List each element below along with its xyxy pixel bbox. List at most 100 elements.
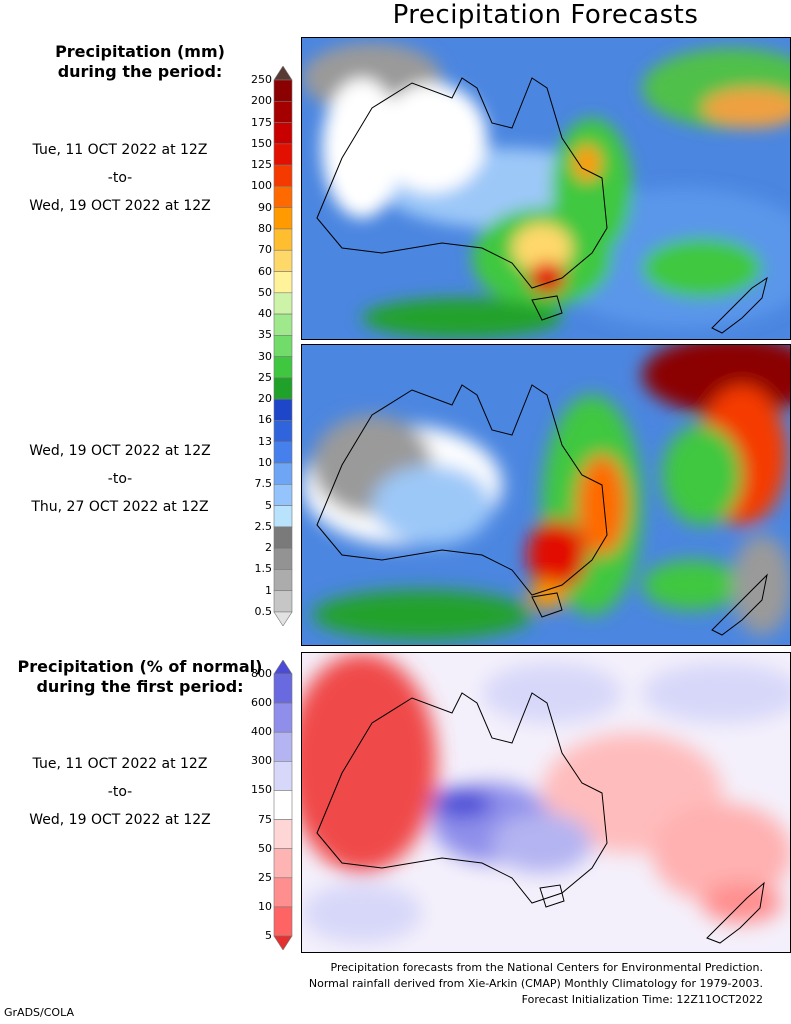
mm-colorbar-segment: [273, 313, 293, 336]
mm-colorbar-label: 16: [258, 413, 272, 427]
precip-map-week1: [302, 38, 790, 339]
pct-colorbar-bottom-arrow: [273, 935, 293, 951]
page-title: Precipitation Forecasts: [392, 0, 699, 30]
mm-colorbar-label: 100: [251, 179, 272, 193]
mm-colorbar-svg: [273, 65, 293, 627]
period3-end: Wed, 19 OCT 2022 at 12Z: [29, 812, 211, 828]
pct-colorbar-segment: [273, 673, 293, 704]
mm-colorbar-label: 200: [251, 94, 272, 108]
mm-colorbar-label: 7.5: [254, 477, 273, 491]
mm-colorbar-segment: [273, 377, 293, 400]
mm-colorbar-label: 5: [265, 498, 272, 512]
mm-colorbar-label: 1: [265, 583, 272, 597]
mm-colorbar-label: 80: [258, 221, 272, 235]
pct-colorbar-label: 50: [258, 841, 272, 855]
pct-colorbar-svg: [273, 659, 293, 951]
pct-colorbar-segment: [273, 819, 293, 849]
footer-grads: GrADS/COLA: [4, 1006, 74, 1019]
pct-colorbar-label: 400: [251, 725, 272, 739]
mm-colorbar-label: 10: [258, 456, 272, 470]
mm-colorbar-label: 175: [251, 115, 272, 129]
mm-colorbar-label: 13: [258, 434, 272, 448]
pct-colorbar-label: 25: [258, 870, 272, 884]
mm-colorbar-segment: [273, 292, 293, 315]
mm-colorbar-label: 1.5: [254, 562, 273, 576]
mm-colorbar-label: 30: [258, 349, 272, 363]
period1-end: Wed, 19 OCT 2022 at 12Z: [29, 198, 211, 214]
mm-colorbar-segment: [273, 271, 293, 294]
pct-colorbar-segment: [273, 731, 293, 762]
pct-colorbar-segment: [273, 906, 293, 937]
mm-panel-title-line1: Precipitation (mm): [55, 42, 225, 61]
period1-start: Tue, 11 OCT 2022 at 12Z: [32, 142, 208, 158]
credits: Precipitation forecasts from the Nationa…: [309, 960, 763, 1008]
mm-panel-title: Precipitation (mm) during the period:: [0, 42, 280, 82]
mm-colorbar-label: 60: [258, 264, 272, 278]
mm-colorbar-segment: [273, 249, 293, 272]
period2-sep: -to-: [107, 471, 133, 487]
pct-colorbar-segment: [273, 702, 293, 733]
precip-percent-map: [302, 653, 790, 952]
mm-colorbar-label: 90: [258, 200, 272, 214]
mm-colorbar-label: 50: [258, 285, 272, 299]
mm-colorbar-segment: [273, 100, 293, 123]
mm-colorbar-label: 35: [258, 328, 272, 342]
pct-colorbar-top-arrow: [273, 659, 293, 675]
mm-colorbar-label: 2.5: [254, 519, 273, 533]
pct-colorbar-label: 600: [251, 696, 272, 710]
mm-colorbar-label: 0.5: [254, 605, 273, 618]
map-panel-week1: [301, 37, 791, 340]
pct-panel-title-line1: Precipitation (% of normal): [17, 657, 263, 676]
mm-colorbar-segment: [273, 441, 293, 464]
pct-colorbar-segment: [273, 848, 293, 879]
mm-colorbar-segment: [273, 164, 293, 187]
pct-panel-title-line2: during the first period:: [36, 677, 244, 696]
mm-colorbar-segment: [273, 207, 293, 230]
mm-colorbar-label: 2: [265, 541, 272, 555]
pct-panel-title: Precipitation (% of normal) during the f…: [0, 657, 280, 697]
period3-start: Tue, 11 OCT 2022 at 12Z: [32, 756, 208, 772]
mm-colorbar-segment: [273, 398, 293, 421]
credits-line2: Normal rainfall derived from Xie-Arkin (…: [308, 977, 763, 990]
mm-colorbar-label: 250: [251, 73, 272, 86]
period2-end: Thu, 27 OCT 2022 at 12Z: [31, 499, 209, 515]
mm-colorbar-bottom-arrow: [273, 611, 293, 627]
period2-start: Wed, 19 OCT 2022 at 12Z: [29, 443, 211, 459]
mm-colorbar-label: 20: [258, 392, 272, 406]
mm-colorbar-segment: [273, 335, 293, 357]
mm-colorbar-segment: [273, 186, 293, 208]
mm-colorbar: [240, 65, 300, 627]
precip-map-week2: [302, 345, 790, 645]
credits-line3: Forecast Initialization Time: 12Z11OCT20…: [521, 993, 763, 1006]
map-panel-percent: [301, 652, 791, 953]
mm-colorbar-segment: [273, 356, 293, 379]
mm-panel-title-line2: during the period:: [57, 62, 223, 81]
pct-colorbar: [240, 659, 300, 951]
pct-colorbar-segment: [273, 877, 293, 908]
pct-colorbar-label: 800: [251, 667, 272, 680]
mm-colorbar-segment: [273, 122, 293, 145]
pct-colorbar-label: 5: [265, 929, 272, 942]
mm-colorbar-segment: [273, 462, 293, 485]
mm-colorbar-label: 70: [258, 243, 272, 257]
mm-colorbar-label: 150: [251, 136, 272, 150]
pct-colorbar-label: 300: [251, 754, 272, 768]
mm-colorbar-segment: [273, 79, 293, 102]
period3-sep: -to-: [107, 784, 133, 800]
pct-colorbar-segment: [273, 790, 293, 820]
mm-colorbar-label: 40: [258, 307, 272, 321]
mm-colorbar-segment: [273, 505, 293, 528]
period1-sep: -to-: [107, 170, 133, 186]
mm-colorbar-segment: [273, 547, 293, 570]
mm-colorbar-segment: [273, 228, 293, 251]
pct-colorbar-label: 75: [258, 812, 272, 826]
pct-colorbar-label: 10: [258, 899, 272, 913]
pct-colorbar-segment: [273, 761, 293, 791]
mm-colorbar-label: 25: [258, 370, 272, 384]
mm-colorbar-segment: [273, 590, 293, 613]
credits-line1: Precipitation forecasts from the Nationa…: [330, 961, 764, 974]
mm-colorbar-segment: [273, 143, 293, 166]
mm-colorbar-segment: [273, 420, 293, 443]
mm-colorbar-top-arrow: [273, 65, 293, 81]
pct-colorbar-label: 150: [251, 783, 272, 797]
